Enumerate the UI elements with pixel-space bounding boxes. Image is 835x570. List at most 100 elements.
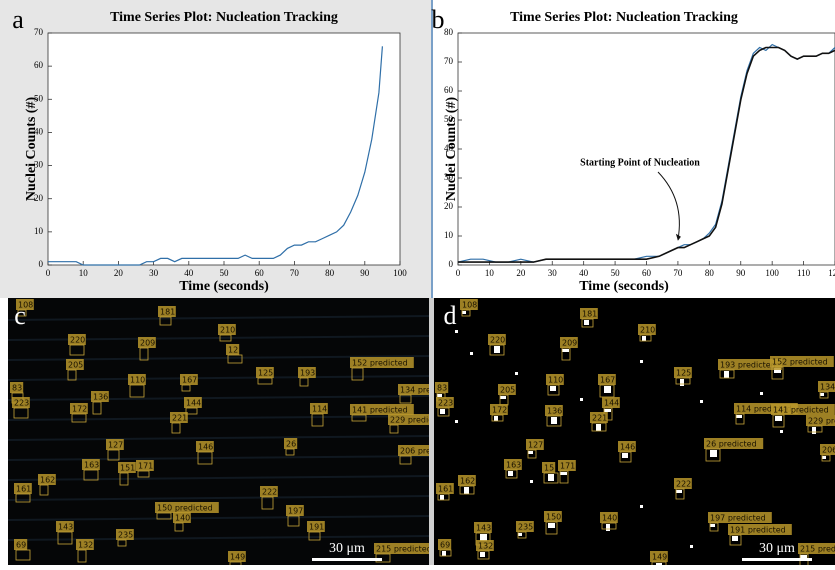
particle xyxy=(440,495,444,500)
chart-title: Time Series Plot: Nucleation Tracking xyxy=(510,10,738,25)
tag-box xyxy=(820,444,835,455)
particle xyxy=(518,533,522,536)
tag-box xyxy=(388,414,429,425)
tag-label: 223 xyxy=(438,399,453,408)
y-tick-label: 80 xyxy=(444,27,454,37)
x-tick-label: 20 xyxy=(114,268,124,278)
texture-line xyxy=(8,475,429,481)
texture-line xyxy=(8,515,429,521)
tag-box xyxy=(526,439,544,450)
tag-label: 136 xyxy=(93,393,108,402)
detection-box xyxy=(527,449,537,459)
tag-box xyxy=(173,512,191,523)
particle xyxy=(530,480,533,483)
detection-box xyxy=(517,531,527,539)
x-tick-label: 50 xyxy=(220,268,230,278)
tag-label: 141 predicted xyxy=(352,406,408,415)
detection-box xyxy=(437,493,450,501)
tag-label: 235 xyxy=(118,531,133,540)
particle xyxy=(494,346,500,353)
detection-box xyxy=(491,414,504,422)
tag-label: 83 xyxy=(437,384,447,393)
tag-box xyxy=(806,415,835,426)
tag-box xyxy=(516,521,534,532)
detection-box xyxy=(107,449,120,461)
texture-line xyxy=(8,375,429,381)
tag-box xyxy=(260,486,278,497)
detection-box xyxy=(185,407,198,415)
detection-box xyxy=(311,413,324,427)
tag-box xyxy=(818,381,835,392)
x-tick-label: 80 xyxy=(325,268,335,278)
detection-box xyxy=(729,534,742,546)
detection-box xyxy=(229,561,242,565)
tag-label: 69 xyxy=(16,541,26,550)
tag-box xyxy=(580,308,598,319)
tag-label: 149 xyxy=(652,553,667,562)
arrow-head xyxy=(675,233,681,241)
x-tick-label: 100 xyxy=(393,268,407,278)
texture-line xyxy=(8,315,429,321)
scale-bar-label: 30 μm xyxy=(329,541,365,556)
tag-box xyxy=(600,512,618,523)
tag-box xyxy=(488,334,506,345)
tag-label: 15 xyxy=(544,464,554,473)
tag-box xyxy=(546,374,564,385)
particle xyxy=(584,320,589,325)
annotation: Starting Point of Nucleation xyxy=(580,157,700,168)
detection-box xyxy=(547,384,560,396)
detection-box xyxy=(15,549,31,561)
x-tick-label: 60 xyxy=(255,268,265,278)
tag-box xyxy=(708,512,772,523)
particle xyxy=(596,424,601,431)
y-tick-label: 30 xyxy=(444,172,454,182)
tag-box xyxy=(435,382,449,393)
y-tick-label: 40 xyxy=(34,126,44,136)
tag-box xyxy=(674,367,692,378)
tag-label: 220 xyxy=(490,336,505,345)
tag-box xyxy=(398,445,429,456)
tag-label: 162 xyxy=(40,476,55,485)
detection-box xyxy=(77,549,87,563)
particle xyxy=(700,400,703,403)
tag-label: 136 xyxy=(547,407,562,416)
tag-box xyxy=(771,404,835,415)
detection-box xyxy=(117,539,127,547)
tag-label: 161 xyxy=(438,485,453,494)
tag-box xyxy=(76,539,94,550)
particle xyxy=(820,393,824,396)
detection-box xyxy=(591,422,607,432)
tag-label: 143 xyxy=(476,524,491,533)
detection-box xyxy=(735,413,745,425)
detection-box xyxy=(171,422,181,434)
particle xyxy=(528,451,533,454)
tag-label: 209 xyxy=(140,339,155,348)
tag-label: 229 predicted xyxy=(390,416,446,425)
detection-box xyxy=(709,522,719,532)
tag-label: 152 predicted xyxy=(772,358,828,367)
plot-area xyxy=(47,32,401,266)
particle xyxy=(710,450,717,457)
detection-box xyxy=(137,470,150,478)
detection-box xyxy=(399,455,412,465)
detection-box xyxy=(601,522,617,530)
y-tick-label: 20 xyxy=(444,201,454,211)
tag-box xyxy=(158,306,176,317)
tag-label: 163 xyxy=(84,461,99,470)
detection-box xyxy=(285,448,295,456)
tag-label: 146 xyxy=(620,443,635,452)
tag-box xyxy=(374,543,429,554)
tag-label: 181 xyxy=(582,310,597,319)
detection-box xyxy=(389,424,399,434)
tag-box xyxy=(618,441,636,452)
detection-box xyxy=(651,561,667,565)
particle xyxy=(680,379,684,386)
tag-label: 144 xyxy=(186,399,201,408)
panel-content: 108 181 220 209 210 193 predicted 205 152 predi… xyxy=(435,299,835,565)
x-tick-label: 20 xyxy=(516,268,526,278)
data-line xyxy=(458,46,835,263)
scale-bar-label: 30 μm xyxy=(759,541,795,556)
particle xyxy=(774,368,781,373)
scale-bar xyxy=(312,558,382,561)
